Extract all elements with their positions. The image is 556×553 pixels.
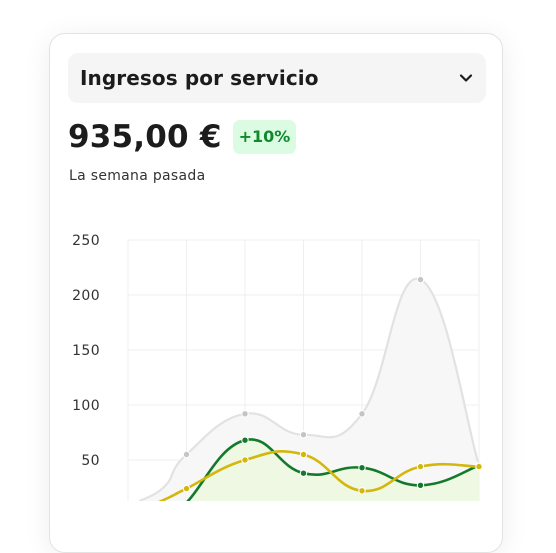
- data-point-green: [358, 464, 366, 472]
- data-point-total: [241, 410, 249, 418]
- y-tick-label: 50: [81, 453, 100, 469]
- data-point-yellow: [416, 462, 425, 471]
- data-point-total: [182, 450, 191, 459]
- series-area-green: [170, 439, 479, 501]
- data-point-yellow: [475, 462, 483, 471]
- data-point-total: [358, 410, 366, 418]
- series-area-total: [140, 278, 479, 501]
- change-badge: +10%: [232, 120, 297, 154]
- y-tick-label: 150: [72, 343, 100, 359]
- data-point-green: [241, 436, 249, 444]
- series-line-yellow: [148, 449, 481, 501]
- data-point-total: [299, 431, 308, 439]
- data-point-green: [299, 469, 308, 477]
- amount-row: 935,00 € +10%: [68, 119, 297, 155]
- data-point-yellow: [358, 487, 366, 495]
- service-selector[interactable]: Ingresos por servicio: [68, 53, 486, 103]
- card-title: Ingresos por servicio: [80, 66, 319, 90]
- data-point-yellow: [299, 450, 308, 459]
- revenue-chart: 250 200 150 100 50: [72, 233, 483, 501]
- y-tick-label: 100: [72, 398, 100, 414]
- data-point-green: [416, 481, 425, 489]
- y-tick-label: 200: [72, 288, 100, 304]
- total-amount: 935,00 €: [68, 119, 222, 155]
- y-tick-label: 250: [72, 233, 100, 249]
- data-point-yellow: [182, 484, 191, 493]
- data-point-total: [416, 275, 425, 284]
- chevron-down-icon: [458, 70, 474, 86]
- period-label: La semana pasada: [69, 168, 206, 184]
- data-point-yellow: [241, 456, 249, 464]
- plot-area: [138, 275, 483, 501]
